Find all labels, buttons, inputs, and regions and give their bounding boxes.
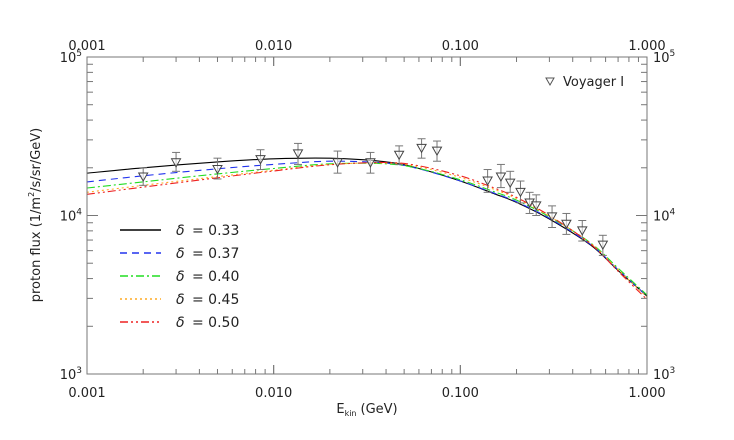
- legend-label: = 0.40: [192, 269, 239, 285]
- data-point: [515, 180, 526, 204]
- y-axis-label-sup: 2: [27, 192, 36, 197]
- data-point: [393, 145, 405, 165]
- legend-item: δ = 0.40: [120, 269, 239, 285]
- legend-symbol: δ: [176, 292, 185, 308]
- down-triangle-icon: [170, 158, 182, 168]
- data-point: [416, 138, 427, 159]
- down-triangle-icon: [416, 143, 427, 154]
- down-triangle-icon: [546, 212, 558, 222]
- data-point: [212, 157, 223, 180]
- data-point: [365, 151, 376, 174]
- data-point: [170, 151, 182, 172]
- legend-item: δ = 0.45: [120, 292, 239, 308]
- legend-item: δ = 0.37: [120, 246, 239, 262]
- data-point: [561, 212, 572, 235]
- down-triangle-icon: [137, 172, 149, 182]
- curve-delta-1: [86, 160, 648, 297]
- y-axis-label-post: /s/sr/GeV): [29, 128, 44, 192]
- down-triangle-icon: [576, 226, 588, 236]
- y-tick-label-right: 103: [653, 366, 675, 383]
- data-point: [530, 194, 542, 216]
- x-tick-label-top: 0.001: [68, 39, 105, 54]
- down-triangle-icon: [530, 201, 542, 211]
- curve-delta-2: [86, 162, 648, 296]
- data-point: [576, 219, 588, 242]
- y-tick-labels-left: 103 104 105: [60, 49, 83, 383]
- legend-label: = 0.45: [192, 292, 239, 308]
- axis-ticks: [86, 56, 648, 375]
- y-tick-label: 103: [60, 366, 82, 383]
- voyager-data-points: [137, 138, 609, 256]
- data-point: [482, 169, 493, 193]
- legend-label: = 0.37: [192, 246, 239, 262]
- data-point: [524, 191, 535, 214]
- y-tick-label: 105: [60, 49, 82, 66]
- y-tick-labels-right: 103 104 105: [653, 49, 676, 383]
- legend-symbol: δ: [176, 246, 185, 262]
- legend-symbol: δ: [176, 269, 185, 285]
- x-tick-label: 0.010: [255, 386, 292, 401]
- y-tick-label: 104: [60, 208, 83, 225]
- down-triangle-icon: [365, 158, 376, 168]
- data-point: [504, 170, 516, 193]
- legend-data: Voyager I: [545, 75, 624, 90]
- legend-item: δ = 0.50: [120, 315, 239, 331]
- down-triangle-icon: [332, 158, 343, 168]
- down-triangle-icon: [292, 149, 304, 159]
- y-tick-label-right: 105: [653, 49, 675, 66]
- down-triangle-icon: [504, 178, 516, 189]
- x-tick-label: 0.001: [68, 386, 105, 401]
- down-triangle-icon: [212, 165, 223, 175]
- x-axis-label-sub: kin: [345, 409, 357, 418]
- data-point: [597, 234, 609, 256]
- x-tick-label-top: 1.000: [628, 39, 665, 54]
- data-point: [255, 149, 266, 171]
- x-axis-label-main: E: [336, 402, 344, 417]
- legend-label: = 0.50: [192, 315, 239, 331]
- model-curves: [86, 157, 648, 300]
- axes: 0.001 0.010 0.100 1.000 0.001 0.010 0.100 1.00…: [60, 39, 676, 401]
- x-axis-label-unit: (GeV): [361, 402, 398, 417]
- data-point: [332, 150, 343, 174]
- x-tick-label-top: 0.010: [255, 39, 292, 54]
- legend-model-lines: δ = 0.33 δ = 0.37 δ = 0.40 δ = 0.45 δ = 0.50: [120, 223, 239, 331]
- down-triangle-icon: [597, 240, 609, 251]
- down-triangle-icon: [431, 146, 443, 157]
- down-triangle-icon: [393, 150, 405, 161]
- down-triangle-icon: [561, 219, 572, 230]
- data-point: [495, 163, 507, 189]
- x-tick-label-top: 0.100: [442, 39, 479, 54]
- legend-symbol: δ: [176, 223, 185, 239]
- plot-frame: [86, 56, 648, 375]
- x-tick-label: 0.100: [442, 386, 479, 401]
- curve-delta-4: [86, 161, 648, 300]
- x-tick-label: 1.000: [628, 386, 665, 401]
- data-point: [137, 167, 149, 186]
- down-triangle-icon: [482, 176, 493, 187]
- y-tick-label-right: 104: [653, 208, 676, 225]
- data-point: [431, 140, 443, 162]
- legend-data-label: Voyager I: [563, 75, 624, 90]
- down-triangle-icon: [495, 172, 507, 182]
- data-point: [546, 205, 558, 229]
- y-axis-label: proton flux (1/m2/s/sr/GeV): [27, 128, 44, 303]
- data-point: [292, 142, 304, 165]
- x-axis-label: Ekin (GeV): [336, 402, 397, 418]
- down-triangle-icon: [515, 187, 526, 198]
- y-axis-label-pre: proton flux (1/m: [29, 197, 44, 302]
- down-triangle-icon: [255, 155, 266, 165]
- down-triangle-icon: [545, 77, 555, 87]
- x-tick-labels-top: 0.001 0.010 0.100 1.000: [68, 39, 665, 54]
- legend-symbol: δ: [176, 315, 185, 331]
- legend-item: δ = 0.33: [120, 223, 239, 239]
- legend-label: = 0.33: [192, 223, 239, 239]
- x-tick-labels-bottom: 0.001 0.010 0.100 1.000: [68, 386, 665, 401]
